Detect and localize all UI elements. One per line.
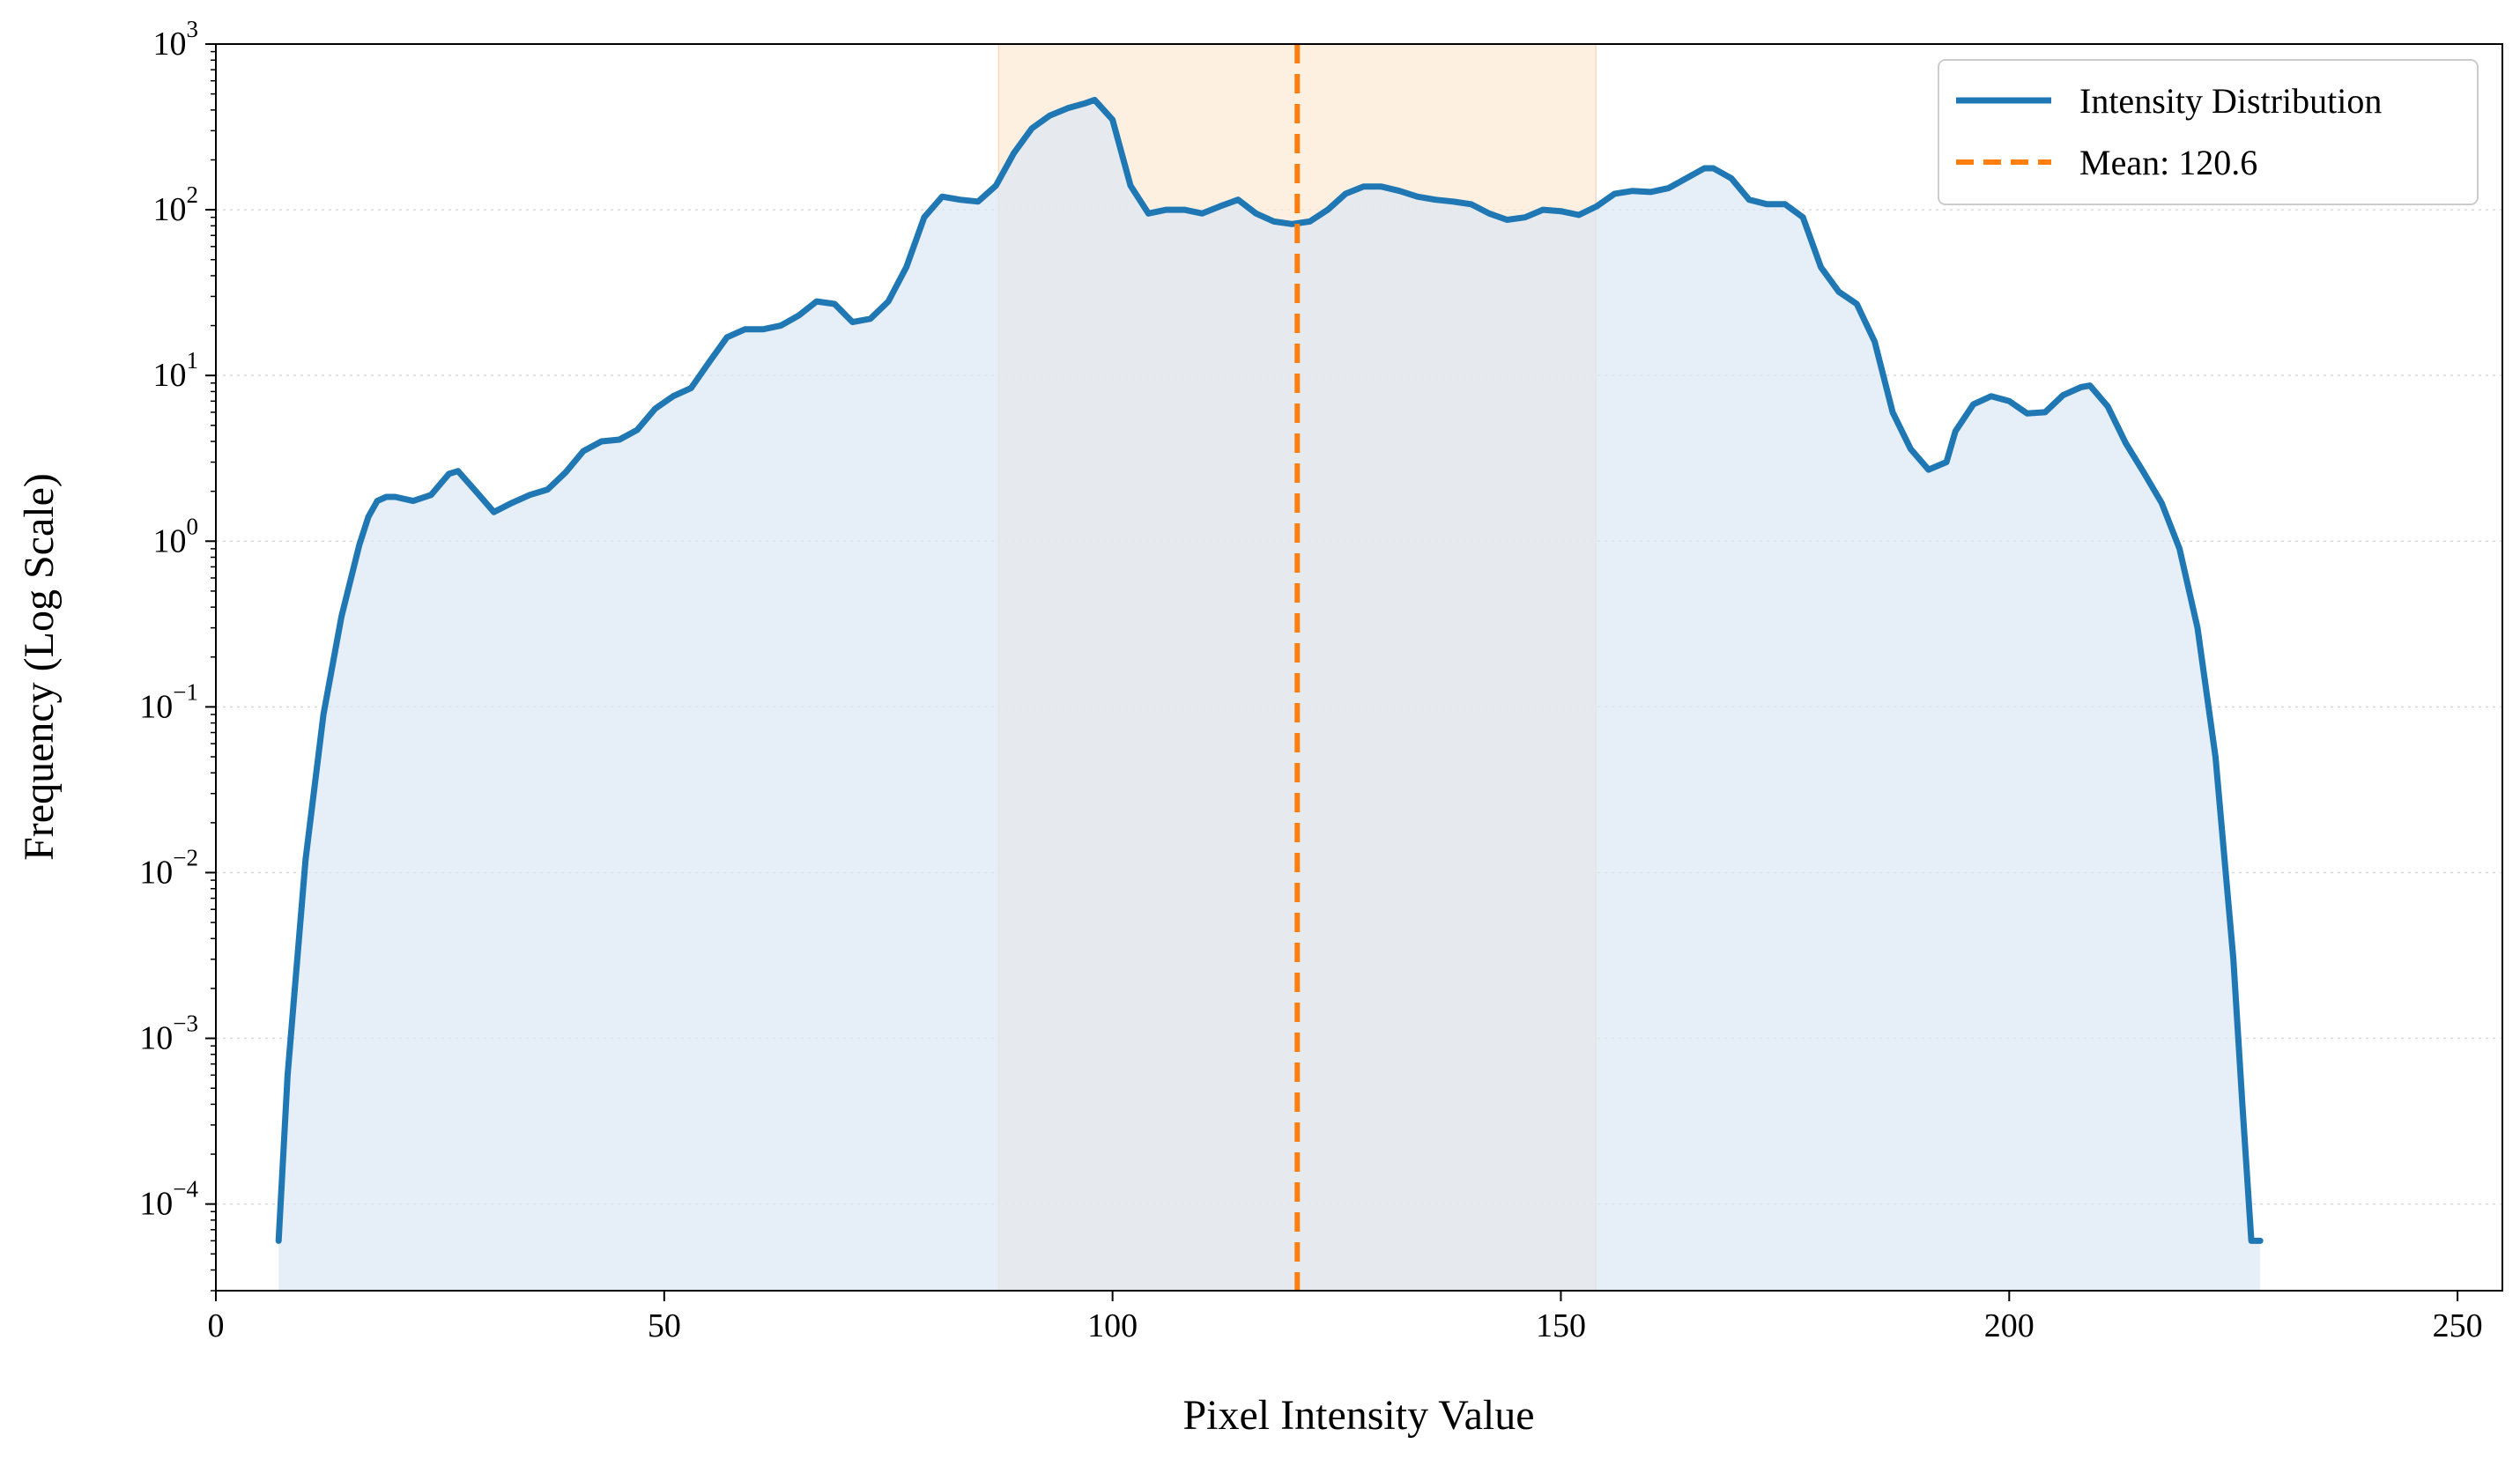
legend: Intensity Distribution Mean: 120.6 <box>1938 59 2479 205</box>
y-tick-label: 100 <box>153 513 199 559</box>
y-tick-label: 101 <box>153 347 199 394</box>
x-tick-label: 100 <box>1087 1307 1138 1344</box>
y-tick-label: 10−4 <box>139 1176 198 1223</box>
legend-series-label: Intensity Distribution <box>2079 81 2382 121</box>
legend-mean-label: Mean: 120.6 <box>2079 143 2257 182</box>
x-tick-label: 250 <box>2433 1307 2483 1344</box>
x-axis: 0 50 100 150 200 250 <box>208 1291 2483 1344</box>
y-tick-label: 103 <box>153 16 199 63</box>
x-tick-label: 150 <box>1536 1307 1586 1344</box>
series-line <box>275 96 2264 1244</box>
y-axis-title: Frequency (Log Scale) <box>16 473 63 861</box>
y-axis: 10−4 10−3 10−2 10−1 100 101 102 103 <box>139 16 216 1292</box>
series-layer <box>275 96 2264 1291</box>
series-area-fill <box>278 100 2261 1291</box>
y-tick-label: 10−3 <box>139 1011 198 1057</box>
y-tick-label: 102 <box>153 181 199 228</box>
x-tick-label: 50 <box>648 1307 681 1344</box>
x-tick-label: 200 <box>1984 1307 2035 1344</box>
y-tick-label: 10−2 <box>139 844 198 891</box>
x-tick-label: 0 <box>208 1307 225 1344</box>
plot-frame <box>215 43 2503 1292</box>
y-tick-label: 10−1 <box>139 678 198 725</box>
legend-box <box>1938 59 2479 205</box>
x-axis-title: Pixel Intensity Value <box>1182 1392 1534 1439</box>
